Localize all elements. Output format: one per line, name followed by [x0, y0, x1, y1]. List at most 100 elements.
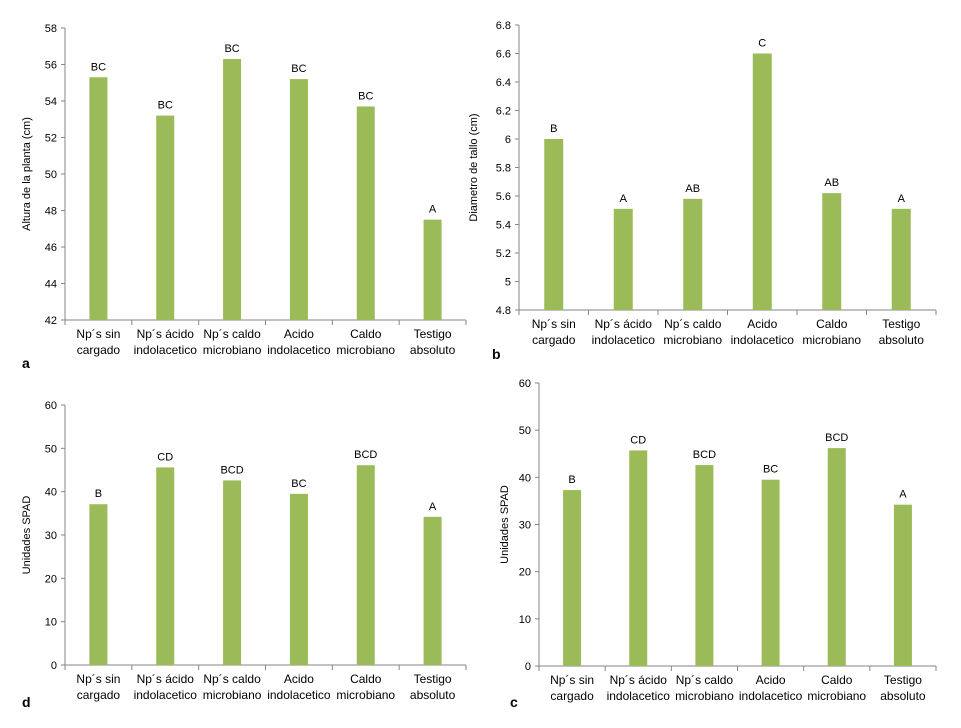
- y-tick-label: 60: [519, 378, 531, 390]
- y-axis-title: Diametro de tallo (cm): [468, 113, 480, 221]
- category-label: Np´s ácido: [595, 317, 653, 331]
- category-label: Caldo: [816, 317, 848, 331]
- bar: [695, 465, 714, 666]
- category-label: Testigo: [882, 317, 920, 331]
- data-label: BCD: [354, 449, 377, 461]
- y-tick-label: 5.6: [496, 191, 511, 203]
- category-label: indolacetico: [592, 333, 656, 347]
- y-tick-label: 4.8: [496, 305, 511, 317]
- category-label: Np´s caldo: [203, 672, 261, 686]
- data-label: A: [899, 489, 907, 501]
- data-label: A: [429, 501, 437, 513]
- data-label: BC: [763, 464, 778, 476]
- y-tick-label: 50: [45, 443, 57, 455]
- y-tick-label: 42: [45, 315, 57, 327]
- y-tick-label: 52: [45, 133, 57, 145]
- category-label: Np´s caldo: [203, 327, 261, 341]
- category-label: Acido: [756, 673, 786, 687]
- bar: [613, 208, 633, 310]
- data-label: BC: [358, 90, 373, 102]
- category-label: microbiano: [336, 688, 395, 702]
- data-label: BC: [291, 63, 306, 75]
- category-label: cargado: [532, 333, 576, 347]
- bar: [563, 490, 582, 666]
- category-label: absoluto: [879, 333, 925, 347]
- data-label: A: [620, 193, 628, 205]
- data-label: BCD: [825, 432, 848, 444]
- category-label: indolacetico: [739, 689, 803, 703]
- panel-label: d: [22, 694, 31, 710]
- category-label: Np´s sin: [76, 672, 120, 686]
- bar: [629, 450, 648, 666]
- y-axis-title: Unidades SPAD: [21, 496, 33, 575]
- bar: [356, 106, 375, 320]
- y-tick-label: 6.6: [496, 49, 511, 61]
- data-label: A: [898, 193, 906, 205]
- category-label: microbiano: [336, 343, 395, 357]
- category-label: microbiano: [203, 688, 262, 702]
- category-label: Np´s sin: [76, 327, 120, 341]
- data-label: B: [568, 474, 575, 486]
- category-label: Caldo: [350, 327, 382, 341]
- panel-label: b: [492, 346, 501, 362]
- category-label: Np´s caldo: [676, 673, 734, 687]
- y-tick-label: 50: [519, 425, 531, 437]
- category-label: indolacetico: [267, 688, 331, 702]
- category-label: absoluto: [410, 343, 456, 357]
- data-label: B: [95, 488, 102, 500]
- category-label: Np´s sin: [550, 673, 594, 687]
- bar: [822, 193, 842, 310]
- data-label: CD: [630, 434, 646, 446]
- bar: [761, 479, 780, 666]
- y-tick-label: 10: [519, 614, 531, 626]
- category-label: Acido: [284, 327, 314, 341]
- data-label: BCD: [693, 449, 716, 461]
- data-label: CD: [157, 451, 173, 463]
- bar: [289, 79, 308, 320]
- panel-label: c: [510, 694, 518, 710]
- bar: [544, 139, 564, 310]
- y-tick-label: 58: [45, 23, 57, 35]
- y-tick-label: 48: [45, 206, 57, 218]
- y-tick-label: 0: [51, 660, 57, 672]
- y-tick-label: 40: [45, 487, 57, 499]
- y-axis-title: Unidades SPAD: [499, 485, 511, 564]
- category-label: cargado: [77, 688, 121, 702]
- category-label: Testigo: [414, 672, 452, 686]
- chart-panel-b: 4.8 5 5.2 5.4 5.6 5.8 6 6.2 6.4 6.6 6.8 B Np´s sin ca…: [468, 20, 937, 362]
- y-tick-label: 6: [505, 134, 511, 146]
- y-tick-label: 6.8: [496, 20, 511, 32]
- category-label: Acido: [747, 317, 777, 331]
- category-label: indolacetico: [134, 688, 198, 702]
- y-tick-label: 5.2: [496, 248, 511, 260]
- category-label: indolacetico: [134, 343, 198, 357]
- y-tick-label: 44: [45, 279, 57, 291]
- category-label: microbiano: [802, 333, 861, 347]
- category-label: Caldo: [350, 672, 382, 686]
- bar: [423, 219, 442, 320]
- category-label: microbiano: [203, 343, 262, 357]
- category-label: indolacetico: [731, 333, 795, 347]
- y-tick-label: 20: [45, 573, 57, 585]
- bar: [356, 465, 375, 665]
- data-label: B: [550, 123, 557, 135]
- data-label: BCD: [220, 464, 243, 476]
- data-label: A: [429, 204, 437, 216]
- chart-panel-d: 0 10 20 30 40 50 60 B Np´s sin cargado CD Np´s ácid…: [21, 400, 467, 710]
- data-label: BC: [291, 478, 306, 490]
- category-label: Np´s ácido: [137, 327, 195, 341]
- bar: [156, 467, 175, 665]
- data-label: BC: [224, 43, 239, 55]
- data-label: C: [758, 38, 766, 50]
- category-label: microbiano: [807, 689, 866, 703]
- y-tick-label: 30: [519, 520, 531, 532]
- bar: [891, 208, 911, 310]
- y-tick-label: 6.4: [496, 77, 511, 89]
- y-tick-label: 10: [45, 617, 57, 629]
- category-label: Testigo: [884, 673, 922, 687]
- data-label: AB: [685, 183, 700, 195]
- category-label: absoluto: [410, 688, 456, 702]
- bar: [683, 198, 703, 310]
- bar: [223, 59, 242, 321]
